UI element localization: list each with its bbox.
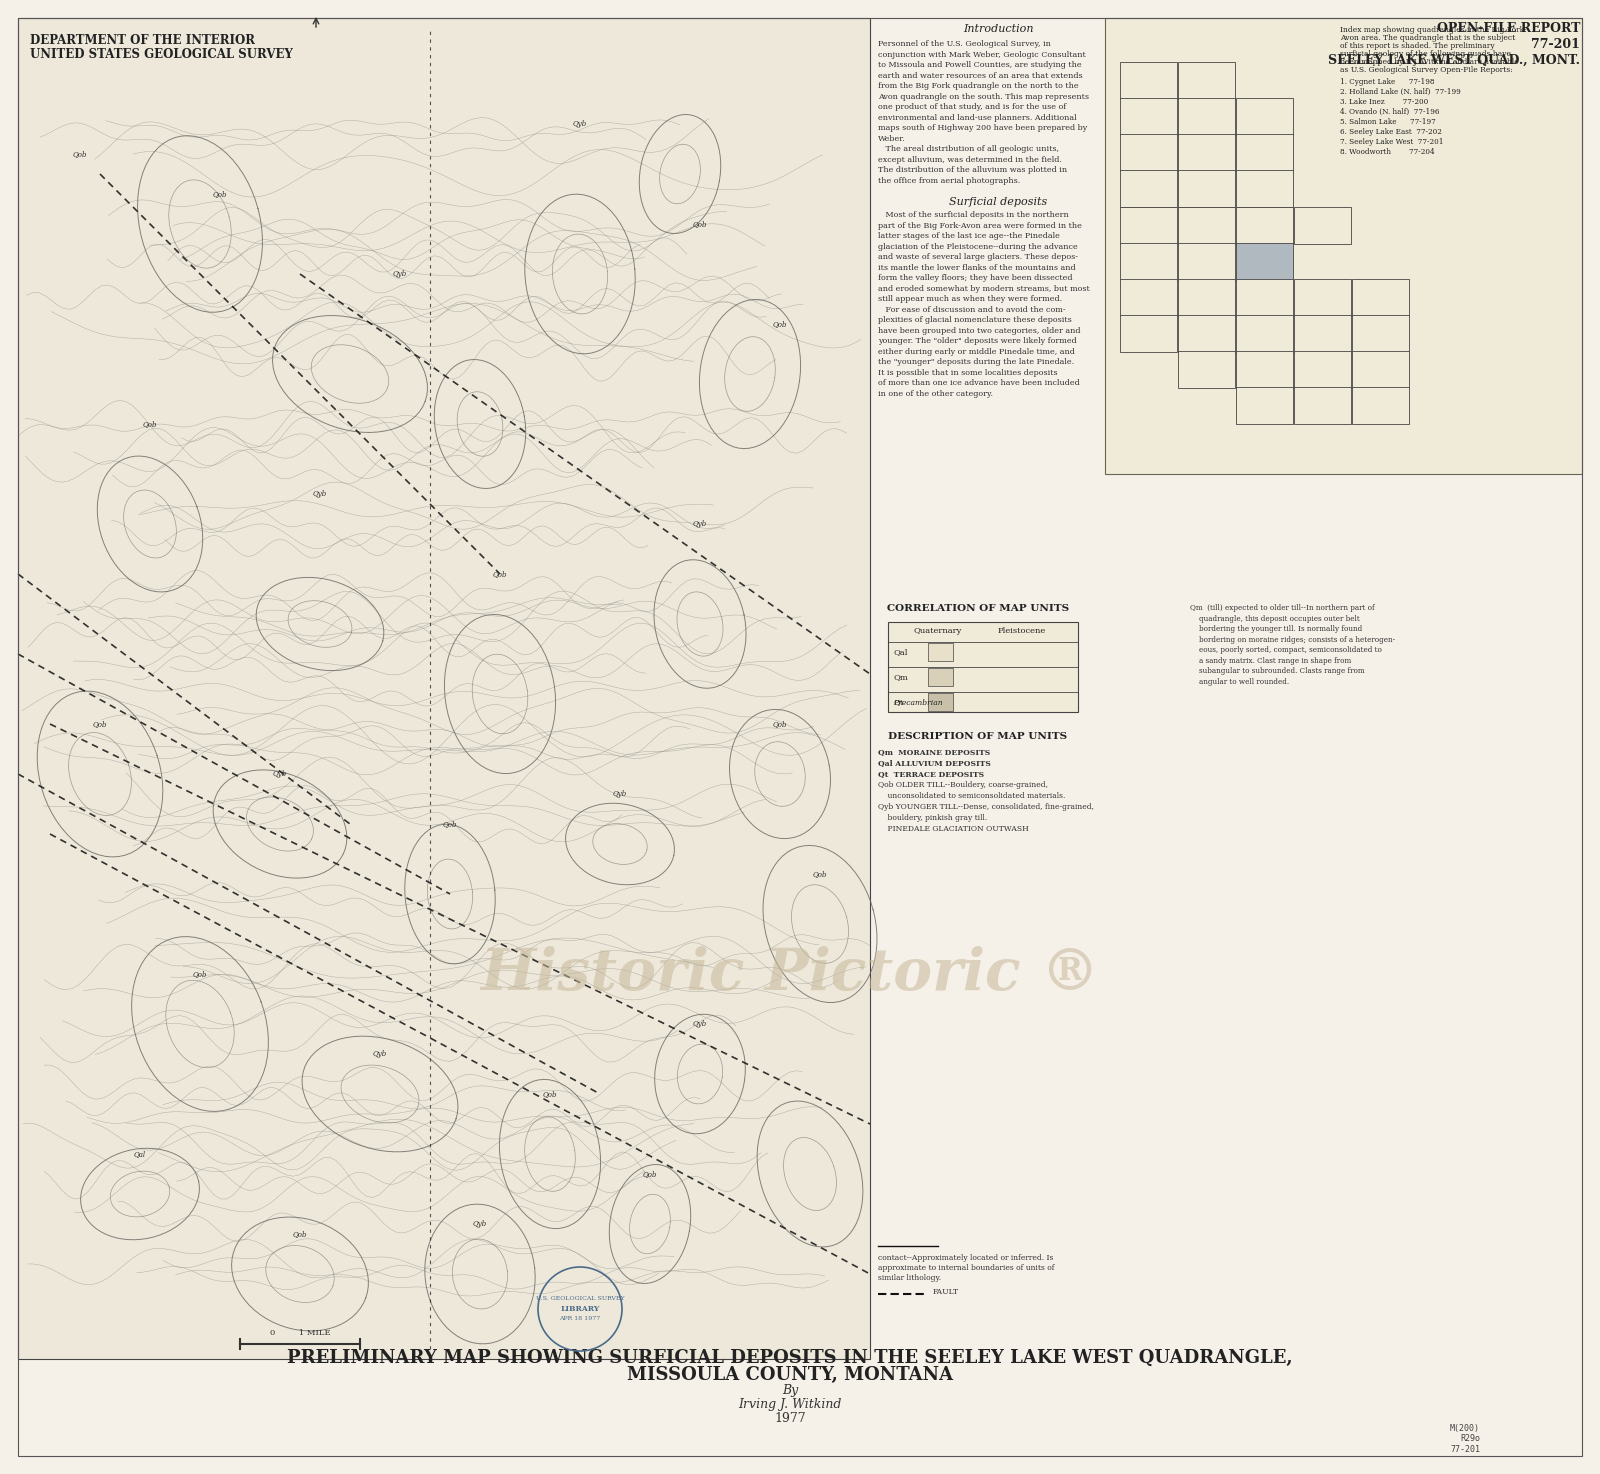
- Bar: [1178, 315, 1235, 352]
- Bar: [1235, 206, 1293, 243]
- Bar: [1352, 279, 1410, 315]
- Text: SEELEY LAKE WEST QUAD., MONT.: SEELEY LAKE WEST QUAD., MONT.: [1328, 55, 1581, 66]
- Text: The distribution of the alluvium was plotted in: The distribution of the alluvium was plo…: [878, 167, 1067, 174]
- Text: Avon quadrangle on the south. This map represents: Avon quadrangle on the south. This map r…: [878, 93, 1090, 100]
- Bar: [1178, 206, 1235, 243]
- Text: 2. Holland Lake (N. half)  77-199: 2. Holland Lake (N. half) 77-199: [1341, 88, 1461, 96]
- Text: 6. Seeley Lake East  77-202: 6. Seeley Lake East 77-202: [1341, 128, 1442, 136]
- Text: earth and water resources of an area that extends: earth and water resources of an area tha…: [878, 72, 1083, 80]
- Bar: [1235, 279, 1293, 315]
- Text: Qob: Qob: [192, 970, 208, 979]
- Text: one product of that study, and is for the use of: one product of that study, and is for th…: [878, 103, 1066, 111]
- Text: Qob: Qob: [693, 220, 707, 228]
- Text: quadrangle, this deposit occupies outer belt: quadrangle, this deposit occupies outer …: [1190, 615, 1360, 622]
- Text: 4. Ovando (N. half)  77-196: 4. Ovando (N. half) 77-196: [1341, 108, 1440, 116]
- Bar: [1294, 279, 1350, 315]
- Text: 0         1 MILE: 0 1 MILE: [270, 1330, 330, 1337]
- Text: Qob: Qob: [213, 190, 227, 198]
- Text: 7. Seeley Lake West  77-201: 7. Seeley Lake West 77-201: [1341, 139, 1443, 146]
- Text: For ease of discussion and to avoid the com-: For ease of discussion and to avoid the …: [878, 305, 1066, 314]
- Bar: [1235, 315, 1293, 352]
- Text: Avon area. The quadrangle that is the subject: Avon area. The quadrangle that is the su…: [1341, 34, 1515, 41]
- Bar: [1294, 206, 1350, 243]
- Text: bouldery, pinkish gray till.: bouldery, pinkish gray till.: [878, 814, 987, 822]
- Text: Personnel of the U.S. Geological Survey, in: Personnel of the U.S. Geological Survey,…: [878, 40, 1051, 49]
- Text: its mantle the lower flanks of the mountains and: its mantle the lower flanks of the mount…: [878, 264, 1075, 271]
- Text: a sandy matrix. Clast range in shape from: a sandy matrix. Clast range in shape fro…: [1190, 656, 1352, 665]
- Text: Qob: Qob: [773, 320, 787, 329]
- Text: Qt  TERRACE DEPOSITS: Qt TERRACE DEPOSITS: [878, 769, 984, 778]
- Text: Pleistocene: Pleistocene: [998, 626, 1046, 635]
- Text: to Missoula and Powell Counties, are studying the: to Missoula and Powell Counties, are stu…: [878, 60, 1082, 69]
- Text: Qob: Qob: [72, 150, 88, 158]
- Text: bordering the younger till. Is normally found: bordering the younger till. Is normally …: [1190, 625, 1362, 632]
- Text: LIBRARY: LIBRARY: [560, 1304, 600, 1313]
- Text: Qt: Qt: [893, 699, 904, 706]
- Bar: [1294, 315, 1350, 352]
- Text: Qyb: Qyb: [373, 1049, 387, 1058]
- Text: 8. Woodworth        77-204: 8. Woodworth 77-204: [1341, 147, 1435, 156]
- Text: Qal: Qal: [893, 649, 907, 656]
- Bar: [928, 668, 954, 685]
- Text: still appear much as when they were formed.: still appear much as when they were form…: [878, 295, 1062, 304]
- Text: Precambrian: Precambrian: [893, 699, 942, 708]
- Text: and eroded somewhat by modern streams, but most: and eroded somewhat by modern streams, b…: [878, 284, 1090, 292]
- Text: Qm  (till) expected to older till--In northern part of: Qm (till) expected to older till--In nor…: [1190, 604, 1374, 612]
- Text: form the valley floors; they have been dissected: form the valley floors; they have been d…: [878, 274, 1072, 282]
- Text: Qyb: Qyb: [474, 1220, 486, 1228]
- Text: Qyb: Qyb: [274, 769, 286, 778]
- Text: Historic Pictoric ®: Historic Pictoric ®: [480, 946, 1099, 1002]
- Text: Qob: Qob: [493, 570, 507, 578]
- Bar: [1235, 351, 1293, 388]
- Text: Qyb: Qyb: [613, 790, 627, 797]
- Text: of this report is shaded. The preliminary: of this report is shaded. The preliminar…: [1341, 41, 1494, 50]
- Text: CORRELATION OF MAP UNITS: CORRELATION OF MAP UNITS: [886, 604, 1069, 613]
- Text: unconsolidated to semiconsolidated materials.: unconsolidated to semiconsolidated mater…: [878, 792, 1066, 800]
- Bar: [1178, 243, 1235, 280]
- Bar: [18, 18, 870, 1359]
- Text: Qob: Qob: [542, 1089, 557, 1098]
- Text: angular to well rounded.: angular to well rounded.: [1190, 678, 1290, 685]
- Text: 1. Cygnet Lake      77-198: 1. Cygnet Lake 77-198: [1341, 78, 1435, 85]
- Text: MISSOULA COUNTY, MONTANA: MISSOULA COUNTY, MONTANA: [627, 1366, 954, 1384]
- Text: subangular to subrounded. Clasts range from: subangular to subrounded. Clasts range f…: [1190, 668, 1365, 675]
- Bar: [928, 643, 954, 660]
- Text: conjunction with Mark Weber, Geologic Consultant: conjunction with Mark Weber, Geologic Co…: [878, 50, 1086, 59]
- Text: PINEDALE GLACIATION OUTWASH: PINEDALE GLACIATION OUTWASH: [878, 825, 1029, 833]
- Text: the "younger" deposits during the late Pinedale.: the "younger" deposits during the late P…: [878, 358, 1074, 366]
- Text: Qob OLDER TILL--Bouldery, coarse-grained,: Qob OLDER TILL--Bouldery, coarse-grained…: [878, 781, 1048, 789]
- Text: glaciation of the Pleistocene--during the advance: glaciation of the Pleistocene--during th…: [878, 243, 1078, 251]
- Bar: [1120, 243, 1178, 280]
- Bar: [1352, 388, 1410, 425]
- Text: Qal ALLUVIUM DEPOSITS: Qal ALLUVIUM DEPOSITS: [878, 759, 990, 766]
- Text: as U.S. Geological Survey Open-File Reports:: as U.S. Geological Survey Open-File Repo…: [1341, 66, 1514, 74]
- Text: bordering on moraine ridges; consists of a heterogen-: bordering on moraine ridges; consists of…: [1190, 635, 1395, 644]
- Bar: [1178, 62, 1235, 99]
- Text: M(200)
R29o
77-201: M(200) R29o 77-201: [1450, 1424, 1480, 1453]
- Bar: [888, 622, 1078, 712]
- Text: The areal distribution of all geologic units,: The areal distribution of all geologic u…: [878, 144, 1059, 153]
- Text: Most of the surficial deposits in the northern: Most of the surficial deposits in the no…: [878, 211, 1069, 220]
- Text: have been grouped into two categories, older and: have been grouped into two categories, o…: [878, 327, 1080, 335]
- Text: environmental and land-use planners. Additional: environmental and land-use planners. Add…: [878, 113, 1077, 121]
- Text: younger. The "older" deposits were likely formed: younger. The "older" deposits were likel…: [878, 338, 1077, 345]
- Text: of more than one ice advance have been included: of more than one ice advance have been i…: [878, 379, 1080, 388]
- Bar: [1120, 134, 1178, 171]
- Text: surficial geology of the following quads have: surficial geology of the following quads…: [1341, 50, 1510, 57]
- Text: been mapped by I. J. Witkind and are available: been mapped by I. J. Witkind and are ava…: [1341, 57, 1518, 66]
- Text: Qyb YOUNGER TILL--Dense, consolidated, fine-grained,: Qyb YOUNGER TILL--Dense, consolidated, f…: [878, 803, 1094, 811]
- Text: Surficial deposits: Surficial deposits: [949, 198, 1046, 206]
- Text: from the Big Fork quadrangle on the north to the: from the Big Fork quadrangle on the nort…: [878, 83, 1078, 90]
- Bar: [1178, 99, 1235, 136]
- Bar: [1235, 388, 1293, 425]
- Bar: [1120, 171, 1178, 208]
- Text: Qob: Qob: [93, 719, 107, 728]
- Text: Qob: Qob: [443, 820, 458, 828]
- Text: Qob: Qob: [813, 870, 827, 879]
- Text: Qyb: Qyb: [693, 1020, 707, 1027]
- Text: 5. Salmon Lake      77-197: 5. Salmon Lake 77-197: [1341, 118, 1435, 125]
- Text: and waste of several large glaciers. These depos-: and waste of several large glaciers. The…: [878, 254, 1078, 261]
- Text: Qob: Qob: [773, 719, 787, 728]
- Text: maps south of Highway 200 have been prepared by: maps south of Highway 200 have been prep…: [878, 124, 1088, 133]
- Text: contact--Approximately located or inferred. Is: contact--Approximately located or inferr…: [878, 1254, 1053, 1262]
